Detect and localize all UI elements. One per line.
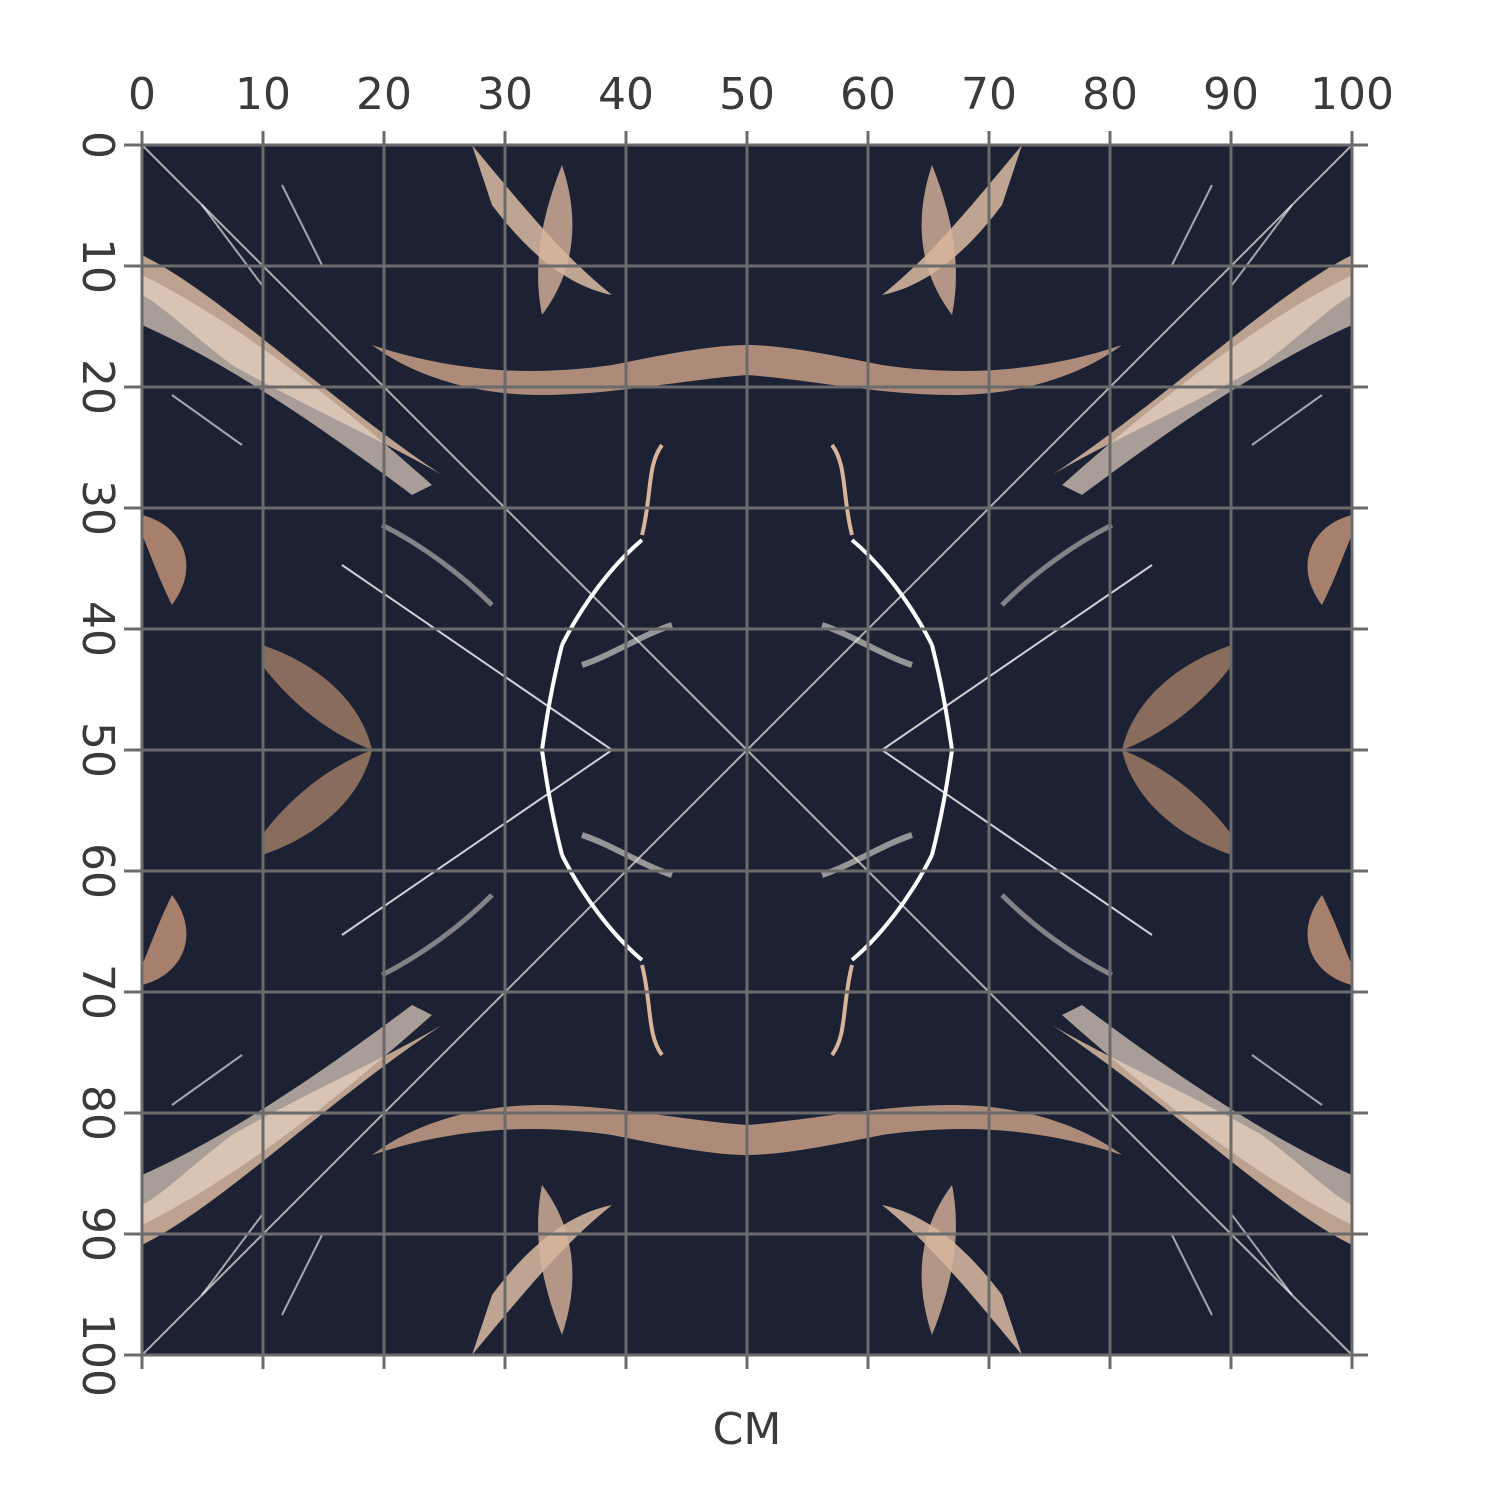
x-tick-label: 100 — [1310, 69, 1394, 120]
y-tick-label: 90 — [72, 1206, 123, 1262]
x-tick-label: 40 — [598, 69, 654, 120]
y-tick-label: 80 — [72, 1085, 123, 1141]
y-tick-label: 100 — [72, 1313, 123, 1397]
y-tick-label: 0 — [72, 131, 123, 159]
x-tick-label: 80 — [1082, 69, 1138, 120]
y-tick-label: 30 — [72, 480, 123, 536]
x-tick-label: 50 — [719, 69, 775, 120]
y-tick-label: 20 — [72, 359, 123, 415]
x-tick-label: 90 — [1203, 69, 1259, 120]
x-tick-label: 60 — [840, 69, 896, 120]
unit-label: CM — [713, 1404, 782, 1455]
y-tick-label: 10 — [72, 238, 123, 294]
x-tick-label: 0 — [128, 69, 156, 120]
measure-grid — [124, 131, 1368, 1369]
x-tick-label: 20 — [356, 69, 412, 120]
y-tick-label: 70 — [72, 964, 123, 1020]
x-tick-label: 30 — [477, 69, 533, 120]
x-tick-label: 70 — [961, 69, 1017, 120]
y-tick-label: 60 — [72, 843, 123, 899]
y-tick-label: 40 — [72, 601, 123, 657]
x-tick-label: 10 — [235, 69, 291, 120]
y-tick-label: 50 — [72, 722, 123, 778]
